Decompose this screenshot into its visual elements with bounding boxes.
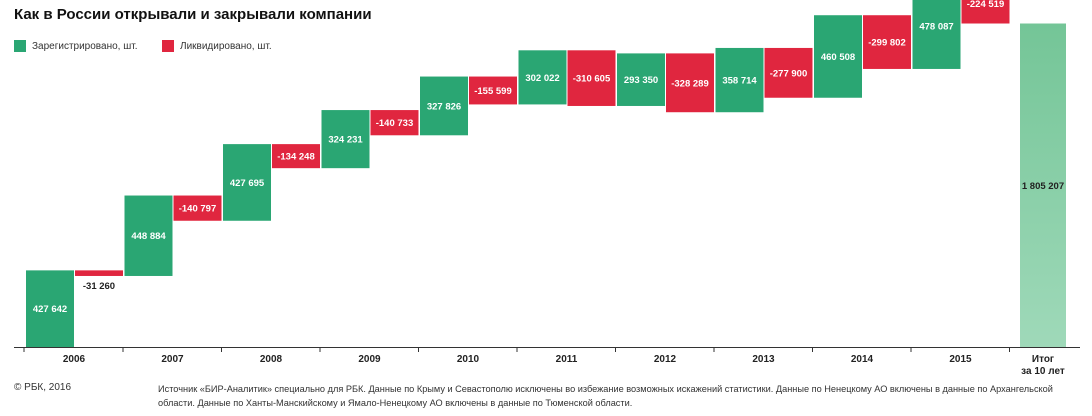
x-tick-label-total-line1: Итог (1032, 354, 1054, 365)
bar-registered-2014 (814, 15, 862, 98)
legend-registered: Зарегистрировано, шт. (14, 40, 137, 52)
bar-label-liquidated-2013: -277 900 (770, 68, 808, 79)
x-tick-label-total-line2: за 10 лет (1021, 366, 1065, 377)
x-tick-label-2009: 2009 (358, 354, 381, 365)
legend-liquidated: Ликвидировано, шт. (162, 40, 272, 52)
legend-registered-swatch (14, 40, 26, 52)
bar-registered-2013 (715, 47, 764, 113)
chart-title: Как в России открывали и закрывали компа… (14, 6, 372, 23)
x-tick-label-2014: 2014 (851, 354, 874, 365)
bar-registered-2007 (124, 195, 173, 276)
bar-registered-2012 (617, 53, 665, 106)
bar-label-liquidated-2014: -299 802 (868, 38, 906, 49)
bar-liquidated-2007 (173, 195, 222, 221)
copyright: © РБК, 2016 (14, 382, 72, 393)
waterfall-chart: 427 642 -31 260 2006 448 884 -140 797 2007 427… (14, 0, 1080, 377)
bar-label-registered-2007: 448 884 (131, 231, 166, 242)
x-tick-label-2013: 2013 (752, 354, 775, 365)
legend-liquidated-swatch (162, 40, 174, 52)
bar-liquidated-2015 (961, 0, 1010, 24)
bar-liquidated-2009 (370, 110, 419, 136)
bar-registered-2015 (912, 0, 961, 69)
bar-liquidated-2014 (863, 15, 911, 69)
x-tick-label-2008: 2008 (260, 354, 283, 365)
bar-label-registered-2010: 327 826 (427, 101, 461, 112)
bar-liquidated-2013 (764, 47, 813, 98)
bar-label-liquidated-2015: -224 519 (967, 0, 1005, 10)
bar-label-liquidated-2010: -155 599 (474, 86, 512, 97)
bar-label-liquidated-2009: -140 733 (376, 118, 414, 129)
bar-label-registered-2009: 324 231 (328, 135, 363, 146)
bar-liquidated-2010 (469, 76, 517, 105)
bar-liquidated-2006 (75, 270, 123, 276)
bar-total (1020, 23, 1066, 348)
bar-registered-2011 (518, 50, 567, 105)
bar-label-liquidated-2008: -134 248 (277, 152, 315, 163)
x-tick-label-2010: 2010 (457, 354, 480, 365)
bar-label-registered-2006: 427 642 (33, 304, 67, 315)
source-note: Источник «БИР-Аналитик» специально для Р… (158, 384, 1053, 408)
bar-label-liquidated-2006: -31 260 (83, 281, 115, 292)
bar-registered-2008 (223, 144, 271, 221)
legend-liquidated-label: Ликвидировано, шт. (180, 40, 272, 52)
bar-liquidated-2008 (272, 144, 320, 169)
bar-registered-2009 (321, 110, 370, 169)
bar-registered-2006 (26, 270, 74, 347)
bar-label-total: 1 805 207 (1022, 181, 1064, 192)
bar-label-registered-2011: 302 022 (525, 73, 559, 84)
bar-label-registered-2008: 427 695 (230, 178, 265, 189)
x-tick-label-2011: 2011 (556, 354, 578, 365)
bar-registered-2010 (420, 76, 468, 136)
legend-registered-label: Зарегистрировано, шт. (32, 40, 138, 52)
x-tick-label-2007: 2007 (161, 354, 184, 365)
bar-liquidated-2011 (567, 50, 616, 106)
bar-label-liquidated-2011: -310 605 (573, 74, 611, 85)
bar-label-registered-2012: 293 350 (624, 75, 658, 86)
bar-label-liquidated-2012: -328 289 (671, 78, 709, 89)
x-tick-label-2015: 2015 (949, 354, 972, 365)
bar-liquidated-2012 (666, 53, 714, 113)
x-tick-label-2006: 2006 (63, 354, 86, 365)
x-tick-label-2012: 2012 (654, 354, 677, 365)
bar-label-registered-2013: 358 714 (722, 76, 757, 87)
bar-label-registered-2015: 478 087 (919, 22, 953, 33)
bar-label-registered-2014: 460 508 (821, 52, 855, 63)
bar-label-liquidated-2007: -140 797 (179, 204, 217, 215)
